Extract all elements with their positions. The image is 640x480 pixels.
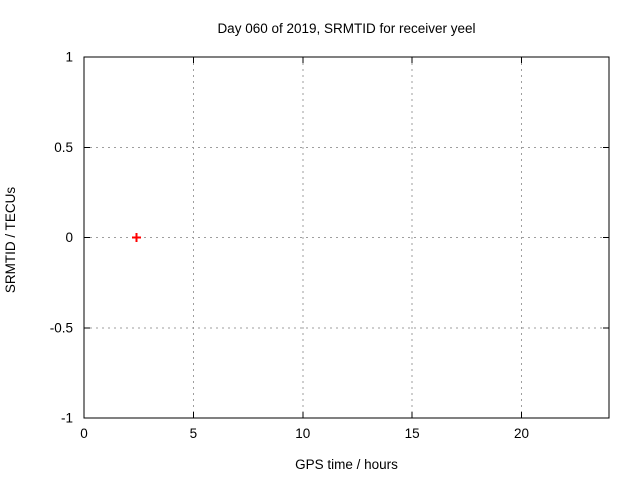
- x-tick-label: 5: [190, 426, 198, 441]
- grid-layer: [84, 57, 609, 418]
- tick-label-layer: 0 5 10 15 20 -1 -0.5 0 0.5 1: [50, 50, 529, 442]
- y-tick-label: -1: [61, 411, 73, 426]
- data-point-layer: [132, 233, 141, 242]
- y-tick-label: -0.5: [50, 320, 73, 335]
- x-tick-label: 20: [514, 426, 529, 441]
- x-axis-label: GPS time / hours: [295, 457, 398, 472]
- x-tick-label: 0: [80, 426, 88, 441]
- y-tick-label: 0.5: [54, 140, 73, 155]
- y-axis-label: SRMTID / TECUs: [3, 187, 18, 294]
- y-tick-label: 1: [65, 50, 73, 65]
- tick-layer: [83, 56, 609, 419]
- chart-title: Day 060 of 2019, SRMTID for receiver yee…: [217, 21, 475, 36]
- x-tick-label: 10: [295, 426, 310, 441]
- x-tick-label: 15: [405, 426, 420, 441]
- y-tick-label: 0: [65, 230, 73, 245]
